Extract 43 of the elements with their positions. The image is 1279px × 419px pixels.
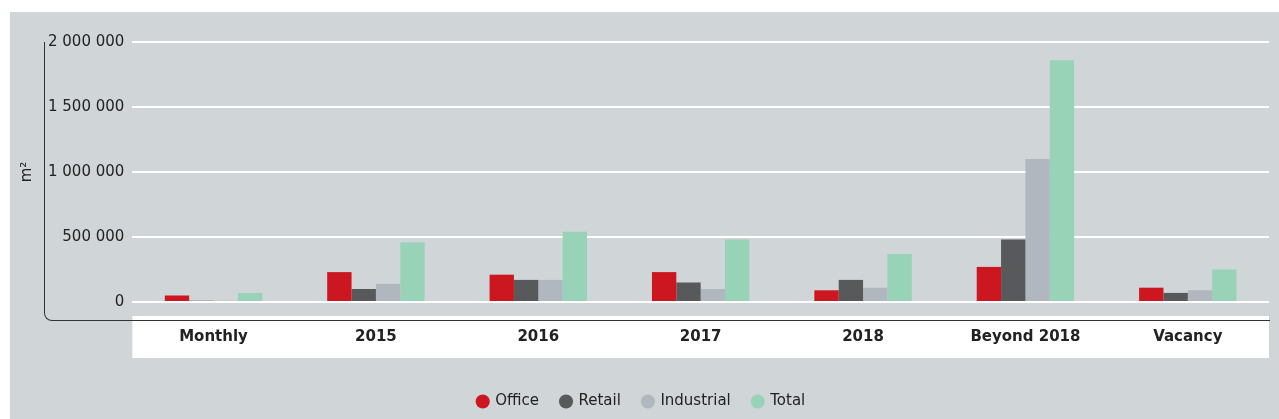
y-tick-label: 0 <box>114 291 125 310</box>
bar <box>538 279 563 301</box>
bar <box>327 272 352 301</box>
bar <box>863 287 888 301</box>
bar <box>237 292 263 301</box>
bar <box>1001 239 1026 301</box>
y-tick-label: 1 500 000 <box>48 96 125 115</box>
legend-label: Total <box>769 391 806 410</box>
x-tick-label: Beyond 2018 <box>970 326 1081 345</box>
y-tick-label: 2 000 000 <box>48 31 125 50</box>
bar <box>838 279 864 301</box>
bar <box>676 282 701 301</box>
x-tick-label: 2017 <box>679 326 722 345</box>
bar <box>651 272 677 301</box>
bar <box>1212 269 1237 301</box>
bar <box>887 253 912 301</box>
x-tick-label: 2016 <box>517 326 560 345</box>
bar <box>1025 159 1050 301</box>
x-tick-label: 2018 <box>842 326 884 345</box>
x-tick-label: Vacancy <box>1153 326 1223 345</box>
y-tick-label: 500 000 <box>62 226 125 245</box>
bar <box>1049 60 1075 301</box>
bar <box>375 283 401 301</box>
bar <box>489 274 514 301</box>
bar <box>1139 287 1164 301</box>
bar <box>976 266 1002 301</box>
y-axis-title: m² <box>16 161 35 183</box>
bar <box>700 289 726 301</box>
bar <box>164 295 190 301</box>
bar <box>400 242 425 301</box>
bar <box>814 290 839 301</box>
x-tick-label: 2015 <box>355 326 397 345</box>
bar <box>562 231 587 301</box>
bar <box>513 279 539 301</box>
legend-label: Industrial <box>660 391 731 410</box>
bar <box>351 289 376 301</box>
y-tick-label: 1 000 000 <box>48 161 125 180</box>
bar <box>725 239 750 301</box>
bar <box>1187 290 1213 301</box>
bar <box>1163 292 1188 301</box>
legend-label: Retail <box>578 391 621 410</box>
legend-label: Office <box>495 391 540 410</box>
x-tick-label: Monthly <box>179 326 249 345</box>
